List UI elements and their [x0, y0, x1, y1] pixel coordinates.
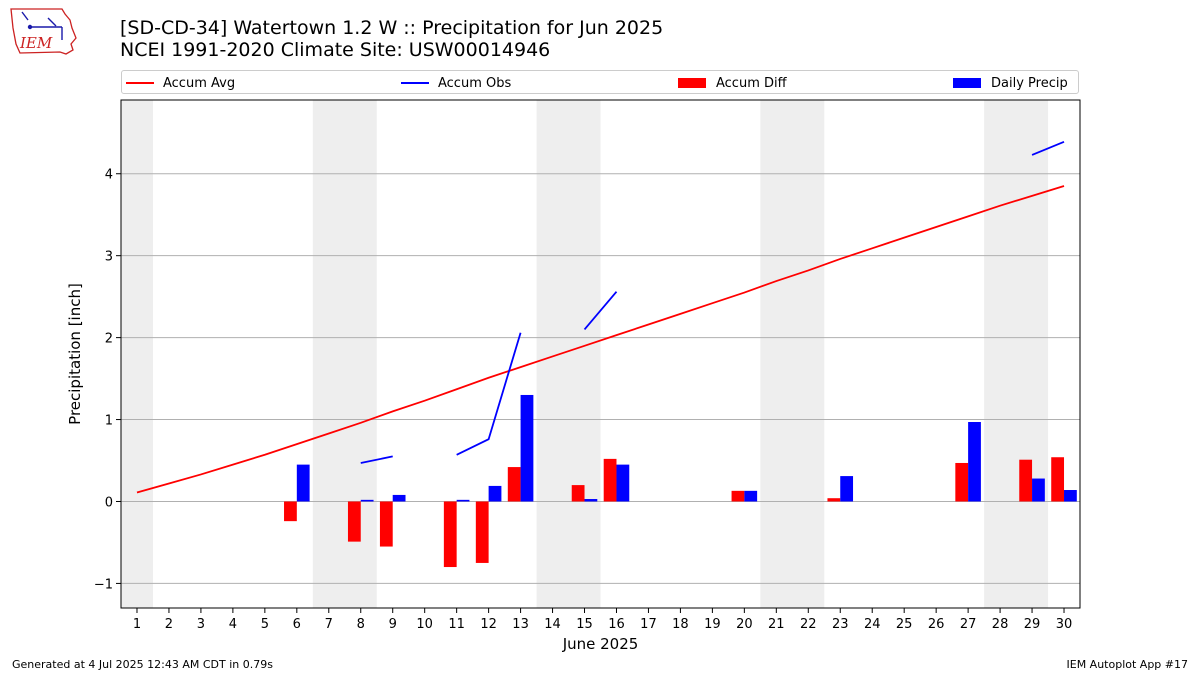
x-tick-label: 4 — [229, 617, 237, 632]
daily-precip-bar — [296, 464, 310, 502]
x-tick-label: 16 — [608, 617, 625, 632]
accum-diff-bar — [347, 501, 361, 542]
x-tick-label: 3 — [197, 617, 205, 632]
iowa-outline-icon — [10, 8, 77, 55]
accum-diff-bar — [955, 462, 969, 502]
accum-diff-bar — [603, 458, 617, 502]
legend-label: Accum Diff — [716, 75, 787, 91]
iem-logo[interactable]: IEM — [8, 6, 80, 58]
legend-label: Accum Obs — [438, 75, 512, 91]
plot-frame — [120, 99, 1081, 609]
daily-precip-bar — [616, 464, 630, 502]
x-tick-label: 8 — [357, 617, 365, 632]
daily-precip-bar — [1032, 478, 1045, 502]
daily-precip-bar — [456, 499, 470, 502]
weekend-band — [121, 100, 153, 608]
y-tick-label: −1 — [94, 577, 113, 592]
y-tick-label: 0 — [105, 495, 113, 510]
x-tick-label: 26 — [928, 617, 945, 632]
weather-station-icon — [21, 11, 63, 40]
logo-text: IEM — [19, 34, 53, 52]
accum-diff-bar — [731, 490, 745, 502]
y-tick-label: 2 — [105, 332, 113, 347]
x-tick-label: 9 — [389, 617, 397, 632]
y-tick-label: 3 — [105, 250, 113, 265]
x-tick-label: 28 — [992, 617, 1009, 632]
daily-precip-bar — [744, 490, 758, 502]
x-tick-label: 12 — [480, 617, 497, 632]
weekend-band — [984, 100, 1049, 608]
x-tick-label: 24 — [864, 617, 881, 632]
chart-legend: Accum Avg Accum Obs Accum Diff Daily Pre… — [121, 70, 1079, 94]
legend-label: Accum Avg — [163, 75, 236, 91]
x-tick-label: 22 — [800, 617, 817, 632]
x-tick-label: 5 — [261, 617, 269, 632]
daily-precip-bar — [520, 394, 534, 502]
accum-diff-bar — [475, 501, 489, 563]
x-tick-label: 11 — [448, 617, 465, 632]
weekend-band — [312, 100, 377, 608]
daily-precip-bar — [360, 499, 374, 502]
x-axis-label: June 2025 — [562, 635, 639, 653]
x-tick-label: 10 — [416, 617, 433, 632]
x-tick-label: 14 — [544, 617, 561, 632]
accum-diff-bar — [443, 501, 457, 568]
x-tick-label: 25 — [896, 617, 913, 632]
accum-diff-bar — [827, 498, 841, 502]
legend-item-accum-obs: Accum Obs — [401, 74, 511, 92]
y-tick-label: 4 — [105, 168, 113, 183]
legend-swatch-daily-precip — [953, 78, 981, 88]
y-axis-label: Precipitation [inch] — [66, 283, 84, 425]
accum-diff-bar — [379, 501, 393, 547]
accum-obs-line — [583, 291, 618, 331]
y-tick-label: 1 — [105, 414, 113, 429]
x-tick-label: 21 — [768, 617, 785, 632]
daily-precip-bar — [584, 499, 598, 502]
chart-title: [SD-CD-34] Watertown 1.2 W :: Precipitat… — [120, 17, 664, 39]
accum-obs-line — [456, 332, 522, 456]
accum-obs-line — [1031, 140, 1065, 156]
x-tick-label: 17 — [640, 617, 657, 632]
generated-timestamp: Generated at 4 Jul 2025 12:43 AM CDT in … — [12, 658, 273, 671]
weekend-band — [536, 100, 601, 608]
app-credit: IEM Autoplot App #17 — [1066, 658, 1189, 671]
accum-diff-bar — [1019, 459, 1033, 502]
accum-diff-bar — [507, 467, 521, 502]
accum-obs-line — [360, 455, 393, 464]
x-tick-label: 1 — [133, 617, 141, 632]
x-tick-label: 2 — [165, 617, 173, 632]
daily-precip-bar — [392, 494, 406, 502]
legend-swatch-accum-diff — [678, 78, 706, 88]
x-tick-label: 30 — [1056, 617, 1073, 632]
legend-label: Daily Precip — [991, 75, 1068, 91]
accum-avg-line — [136, 185, 1065, 494]
x-tick-label: 19 — [704, 617, 721, 632]
x-tick-label: 18 — [672, 617, 689, 632]
x-tick-label: 13 — [512, 617, 529, 632]
x-tick-label: 27 — [960, 617, 977, 632]
legend-item-accum-avg: Accum Avg — [126, 74, 235, 92]
x-tick-label: 6 — [293, 617, 301, 632]
legend-item-daily-precip: Daily Precip — [953, 74, 1068, 92]
x-tick-label: 20 — [736, 617, 753, 632]
x-tick-label: 29 — [1024, 617, 1041, 632]
daily-precip-bar — [488, 485, 502, 502]
x-tick-label: 15 — [576, 617, 593, 632]
x-tick-label: 23 — [832, 617, 849, 632]
chart-subtitle: NCEI 1991-2020 Climate Site: USW00014946 — [120, 39, 551, 61]
accum-diff-bar — [571, 485, 585, 502]
daily-precip-bar — [840, 476, 854, 502]
legend-swatch-accum-obs — [401, 82, 429, 84]
daily-precip-bar — [968, 422, 981, 502]
legend-item-accum-diff: Accum Diff — [678, 74, 787, 92]
daily-precip-bar — [1064, 490, 1077, 502]
accum-diff-bar — [1051, 457, 1065, 502]
legend-swatch-accum-avg — [126, 82, 154, 84]
accum-diff-bar — [284, 501, 297, 522]
x-tick-label: 7 — [325, 617, 333, 632]
weekend-band — [760, 100, 825, 608]
